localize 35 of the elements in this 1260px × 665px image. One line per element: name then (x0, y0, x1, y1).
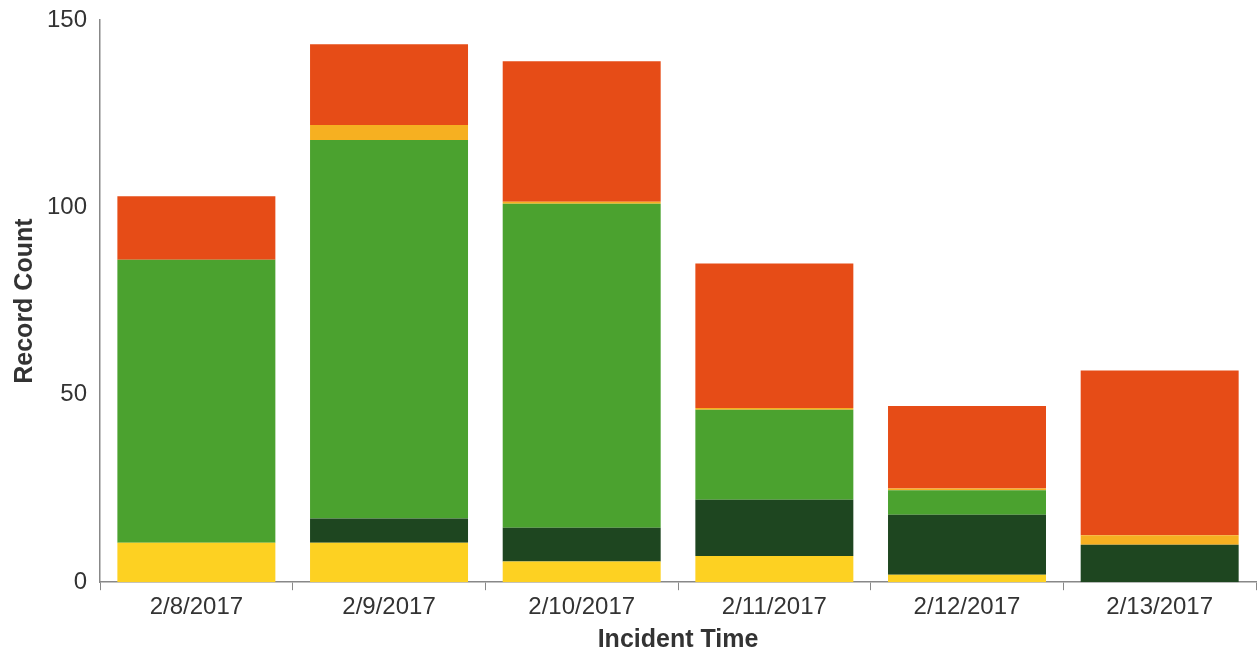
x-tick-label: 2/8/2017 (149, 592, 244, 620)
bar (1080, 370, 1239, 536)
bar (502, 561, 661, 583)
x-tick-label: 2/9/2017 (342, 592, 436, 620)
bar (502, 61, 661, 202)
bar (502, 203, 661, 528)
bar (1080, 544, 1239, 583)
bar (502, 527, 661, 562)
bar (888, 514, 1046, 575)
x-tick-label: 2/10/2017 (528, 592, 636, 620)
bar (888, 406, 1046, 489)
bar (310, 518, 469, 543)
x-tick-label: 2/13/2017 (1106, 592, 1214, 620)
bar (117, 196, 276, 260)
bar (117, 259, 276, 543)
bar (310, 44, 469, 125)
y-tick-label: 100 (47, 192, 88, 220)
x-axis-title: Incident Time (597, 623, 759, 652)
x-tick-label: 2/11/2017 (721, 592, 827, 620)
bar (695, 263, 854, 408)
bar (888, 490, 1046, 515)
bar (1080, 535, 1239, 545)
bar (695, 499, 854, 556)
bar (310, 542, 469, 583)
bar (695, 409, 854, 500)
bar (310, 139, 469, 519)
y-axis-title: Record Count (8, 217, 37, 384)
bar (117, 542, 276, 583)
y-tick-label: 0 (73, 566, 88, 594)
x-tick-label: 2/12/2017 (913, 592, 1021, 620)
y-tick-label: 150 (47, 4, 88, 32)
y-tick-label: 50 (60, 379, 88, 407)
bar (695, 555, 854, 583)
bar (888, 574, 1046, 583)
bar (310, 124, 469, 140)
